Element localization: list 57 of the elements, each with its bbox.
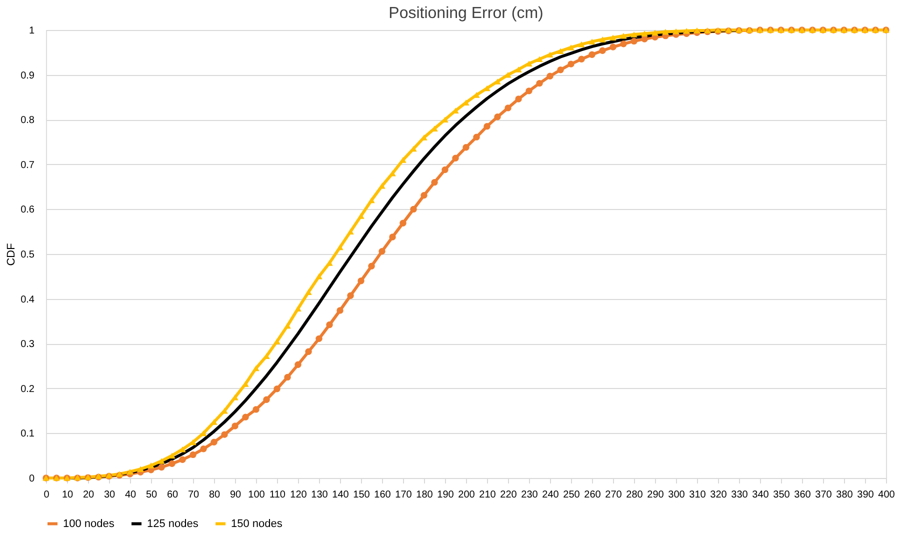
y-tick-label: 0.9	[20, 70, 35, 82]
y-axis-title: CDF	[6, 242, 18, 266]
x-tick-label: 140	[332, 490, 350, 500]
y-tick-label: 0.8	[20, 115, 35, 126]
x-tick-label: 160	[374, 490, 392, 500]
x-tick-label: 190	[437, 490, 454, 500]
y-tick-label: 0.1	[20, 428, 35, 440]
x-tick-label: 10	[62, 490, 74, 500]
x-tick-label: 180	[416, 490, 434, 500]
x-tick-label: 60	[166, 490, 178, 500]
x-tick-label: 400	[878, 490, 896, 500]
x-tick-label: 220	[500, 490, 518, 500]
x-tick-label: 350	[773, 490, 790, 500]
x-tick-label: 240	[542, 490, 560, 500]
y-tick-label: 0.5	[20, 250, 35, 260]
x-tick-label: 340	[752, 490, 770, 500]
legend-label: 150 nodes	[231, 518, 283, 530]
y-tick-label: 0.7	[20, 160, 35, 171]
x-tick-label: 300	[668, 490, 686, 500]
x-tick-label: 150	[353, 490, 370, 500]
y-tick-label: 0.6	[20, 204, 35, 216]
x-tick-label: 20	[82, 490, 94, 500]
x-tick-label: 30	[104, 490, 116, 500]
x-tick-label: 120	[290, 490, 308, 500]
x-tick-label: 200	[458, 490, 476, 500]
x-tick-label: 90	[230, 490, 242, 500]
x-tick-label: 270	[605, 490, 622, 500]
y-tick-label: 1	[28, 26, 35, 36]
y-tick-label: 0.3	[20, 339, 35, 350]
x-tick-label: 390	[857, 490, 874, 500]
x-tick-label: 250	[563, 490, 580, 500]
x-tick-label: 230	[521, 490, 538, 500]
x-tick-label: 290	[647, 490, 664, 500]
y-tick-label: 0.4	[20, 294, 35, 306]
x-tick-label: 170	[395, 490, 412, 500]
x-tick-label: 80	[208, 490, 220, 500]
x-tick-label: 110	[270, 490, 286, 500]
x-tick-label: 280	[626, 490, 644, 500]
legend-label: 100 nodes	[63, 518, 115, 530]
x-tick-label: 0	[44, 490, 50, 500]
x-tick-label: 310	[689, 490, 706, 500]
x-tick-label: 360	[794, 490, 812, 500]
x-tick-label: 330	[731, 490, 748, 500]
y-tick-label: 0.2	[20, 384, 35, 395]
x-tick-label: 260	[584, 490, 602, 500]
chart-title: Positioning Error (cm)	[388, 5, 544, 22]
x-tick-label: 100	[248, 490, 266, 500]
x-tick-label: 130	[311, 490, 328, 500]
legend-label: 125 nodes	[147, 518, 199, 530]
x-tick-label: 210	[479, 490, 496, 500]
x-tick-label: 320	[710, 490, 728, 500]
x-tick-label: 40	[124, 490, 136, 500]
x-tick-label: 370	[815, 490, 832, 500]
y-tick-label: 0	[28, 474, 35, 484]
x-tick-label: 50	[146, 490, 158, 500]
x-tick-label: 70	[188, 490, 200, 500]
x-tick-label: 380	[836, 490, 854, 500]
